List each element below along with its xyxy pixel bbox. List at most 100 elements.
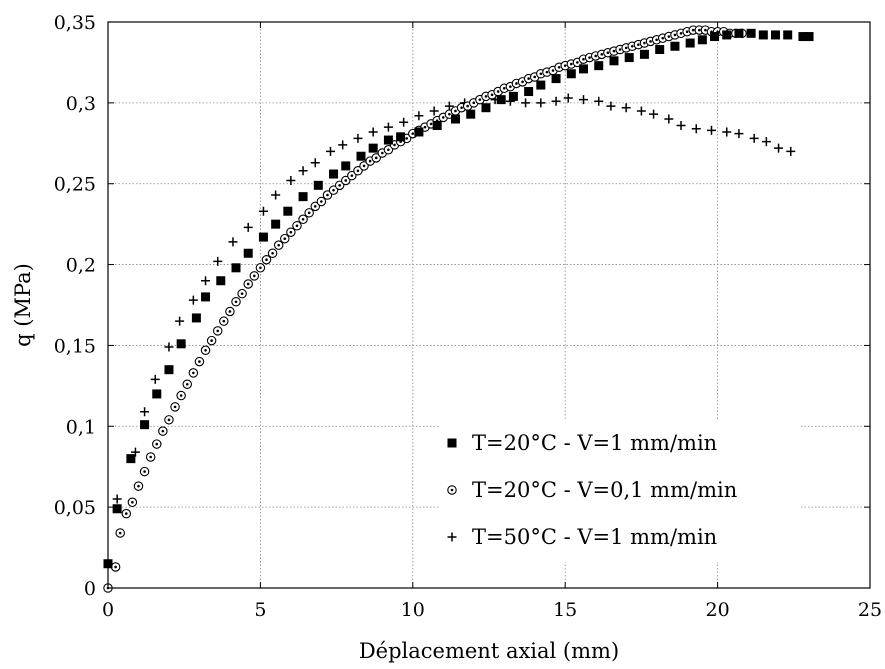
marker-dot bbox=[210, 339, 213, 342]
marker-dot bbox=[131, 500, 134, 504]
data-point bbox=[216, 276, 226, 286]
marker-dot bbox=[240, 292, 244, 295]
data-point bbox=[594, 61, 604, 71]
data-point bbox=[551, 96, 561, 106]
marker-dot bbox=[484, 95, 488, 98]
data-point bbox=[334, 180, 345, 191]
data-point bbox=[624, 53, 634, 63]
data-point bbox=[353, 133, 363, 143]
data-point bbox=[310, 201, 321, 212]
legend-marker bbox=[447, 438, 457, 448]
marker-dot bbox=[198, 360, 201, 363]
marker-dot bbox=[429, 122, 433, 126]
marker-dot bbox=[320, 200, 323, 203]
data-point bbox=[396, 132, 406, 142]
data-point bbox=[191, 313, 201, 323]
marker-dot bbox=[448, 112, 451, 116]
marker-dot bbox=[576, 61, 579, 64]
data-point bbox=[212, 326, 223, 336]
marker-dot bbox=[691, 28, 695, 32]
legend-items: T=20°C - V=1 mm/min T=20°C - V=0,1 mm/min… bbox=[447, 431, 737, 549]
data-point bbox=[298, 192, 308, 202]
marker-dot bbox=[313, 205, 317, 208]
data-point bbox=[371, 153, 381, 163]
data-point bbox=[258, 232, 268, 242]
data-point bbox=[182, 379, 192, 389]
data-point bbox=[130, 447, 140, 457]
data-point bbox=[271, 219, 281, 229]
data-point bbox=[722, 127, 732, 137]
data-point bbox=[145, 452, 156, 462]
marker-dot bbox=[551, 69, 555, 72]
data-point bbox=[329, 169, 339, 179]
data-point bbox=[578, 95, 588, 105]
data-point bbox=[150, 374, 160, 384]
data-point bbox=[200, 345, 211, 356]
data-point bbox=[140, 407, 150, 417]
data-point bbox=[326, 146, 336, 156]
data-point bbox=[496, 95, 506, 105]
data-point bbox=[676, 120, 686, 130]
data-point bbox=[188, 368, 199, 378]
data-point bbox=[231, 263, 241, 273]
marker-dot bbox=[118, 531, 122, 535]
marker-dot bbox=[490, 93, 494, 97]
data-point bbox=[710, 32, 720, 42]
data-point bbox=[432, 120, 442, 130]
marker-dot bbox=[661, 36, 665, 40]
data-point bbox=[636, 106, 646, 116]
legend: T=20°C - V=1 mm/min T=20°C - V=0,1 mm/min… bbox=[440, 420, 800, 562]
marker-dot bbox=[173, 405, 177, 409]
x-axis-label: Déplacement axial (mm) bbox=[359, 639, 619, 663]
marker-dot bbox=[643, 41, 646, 45]
data-point bbox=[798, 32, 808, 42]
marker-dot bbox=[246, 282, 250, 286]
axis-ticks: 0 5 10 15 20 25 0 0,05 0,1 0,15 0,2 0,25 0,3 0,35 bbox=[54, 12, 882, 621]
marker-dot bbox=[685, 30, 689, 34]
marker-dot bbox=[368, 159, 372, 163]
data-point bbox=[313, 180, 323, 190]
marker-dot bbox=[149, 455, 152, 459]
data-point bbox=[536, 80, 546, 90]
x-tick-label: 25 bbox=[858, 599, 882, 621]
data-point bbox=[722, 30, 732, 40]
data-point bbox=[206, 335, 217, 346]
marker-dot bbox=[423, 125, 427, 129]
marker-dot bbox=[222, 319, 226, 323]
data-point bbox=[786, 146, 796, 156]
marker-dot bbox=[450, 488, 454, 492]
data-point bbox=[734, 28, 744, 38]
marker-dot bbox=[478, 98, 482, 101]
data-point bbox=[566, 69, 576, 79]
data-point bbox=[164, 342, 174, 352]
data-point bbox=[340, 175, 351, 186]
marker-dot bbox=[515, 82, 518, 85]
marker-dot bbox=[582, 57, 585, 61]
marker-dot bbox=[454, 109, 457, 113]
marker-dot bbox=[161, 429, 165, 433]
y-tick-label: 0,1 bbox=[66, 416, 96, 438]
marker-dot bbox=[185, 382, 189, 386]
marker-dot bbox=[362, 164, 366, 168]
data-point bbox=[368, 127, 378, 137]
y-tick-label: 0,15 bbox=[54, 335, 96, 357]
data-point bbox=[804, 32, 814, 42]
series-circle bbox=[103, 25, 747, 593]
data-point bbox=[621, 103, 631, 113]
marker-dot bbox=[381, 151, 384, 155]
data-point bbox=[249, 271, 260, 281]
marker-dot bbox=[204, 348, 207, 352]
marker-dot bbox=[155, 442, 159, 446]
data-point bbox=[243, 279, 253, 289]
data-point bbox=[746, 28, 756, 38]
marker-dot bbox=[466, 104, 469, 108]
data-point bbox=[243, 248, 253, 258]
marker-dot bbox=[673, 33, 677, 37]
data-point bbox=[524, 87, 534, 97]
data-point bbox=[670, 41, 680, 51]
data-point bbox=[685, 38, 695, 48]
marker-dot bbox=[557, 65, 561, 69]
data-point bbox=[175, 316, 185, 326]
data-point bbox=[139, 466, 150, 477]
data-point bbox=[133, 481, 144, 491]
